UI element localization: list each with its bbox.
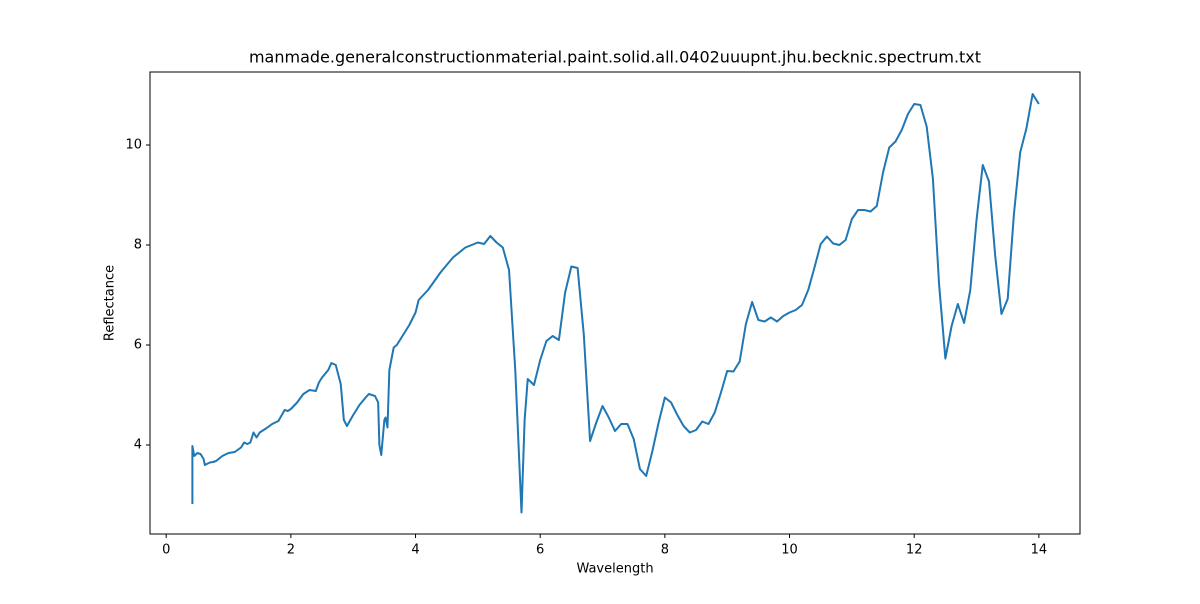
chart-title: manmade.generalconstructionmaterial.pain… bbox=[249, 48, 981, 67]
x-tick-label: 0 bbox=[162, 543, 170, 558]
x-tick-label: 14 bbox=[1031, 543, 1048, 558]
plot-frame bbox=[149, 71, 1081, 535]
x-tick-label: 4 bbox=[411, 543, 419, 558]
data-line bbox=[191, 93, 1040, 514]
x-tick-label: 6 bbox=[536, 543, 544, 558]
y-tick-label: 10 bbox=[125, 138, 142, 153]
y-tick-label: 8 bbox=[134, 238, 142, 253]
y-axis-label: Reflectance bbox=[103, 265, 118, 341]
x-tick-label: 12 bbox=[906, 543, 923, 558]
y-tick-label: 6 bbox=[134, 338, 142, 353]
x-axis-label: Wavelength bbox=[576, 562, 653, 577]
x-tick-label: 2 bbox=[287, 543, 295, 558]
x-tick-label: 8 bbox=[661, 543, 669, 558]
x-tick-label: 10 bbox=[781, 543, 798, 558]
y-tick-label: 4 bbox=[134, 438, 142, 453]
